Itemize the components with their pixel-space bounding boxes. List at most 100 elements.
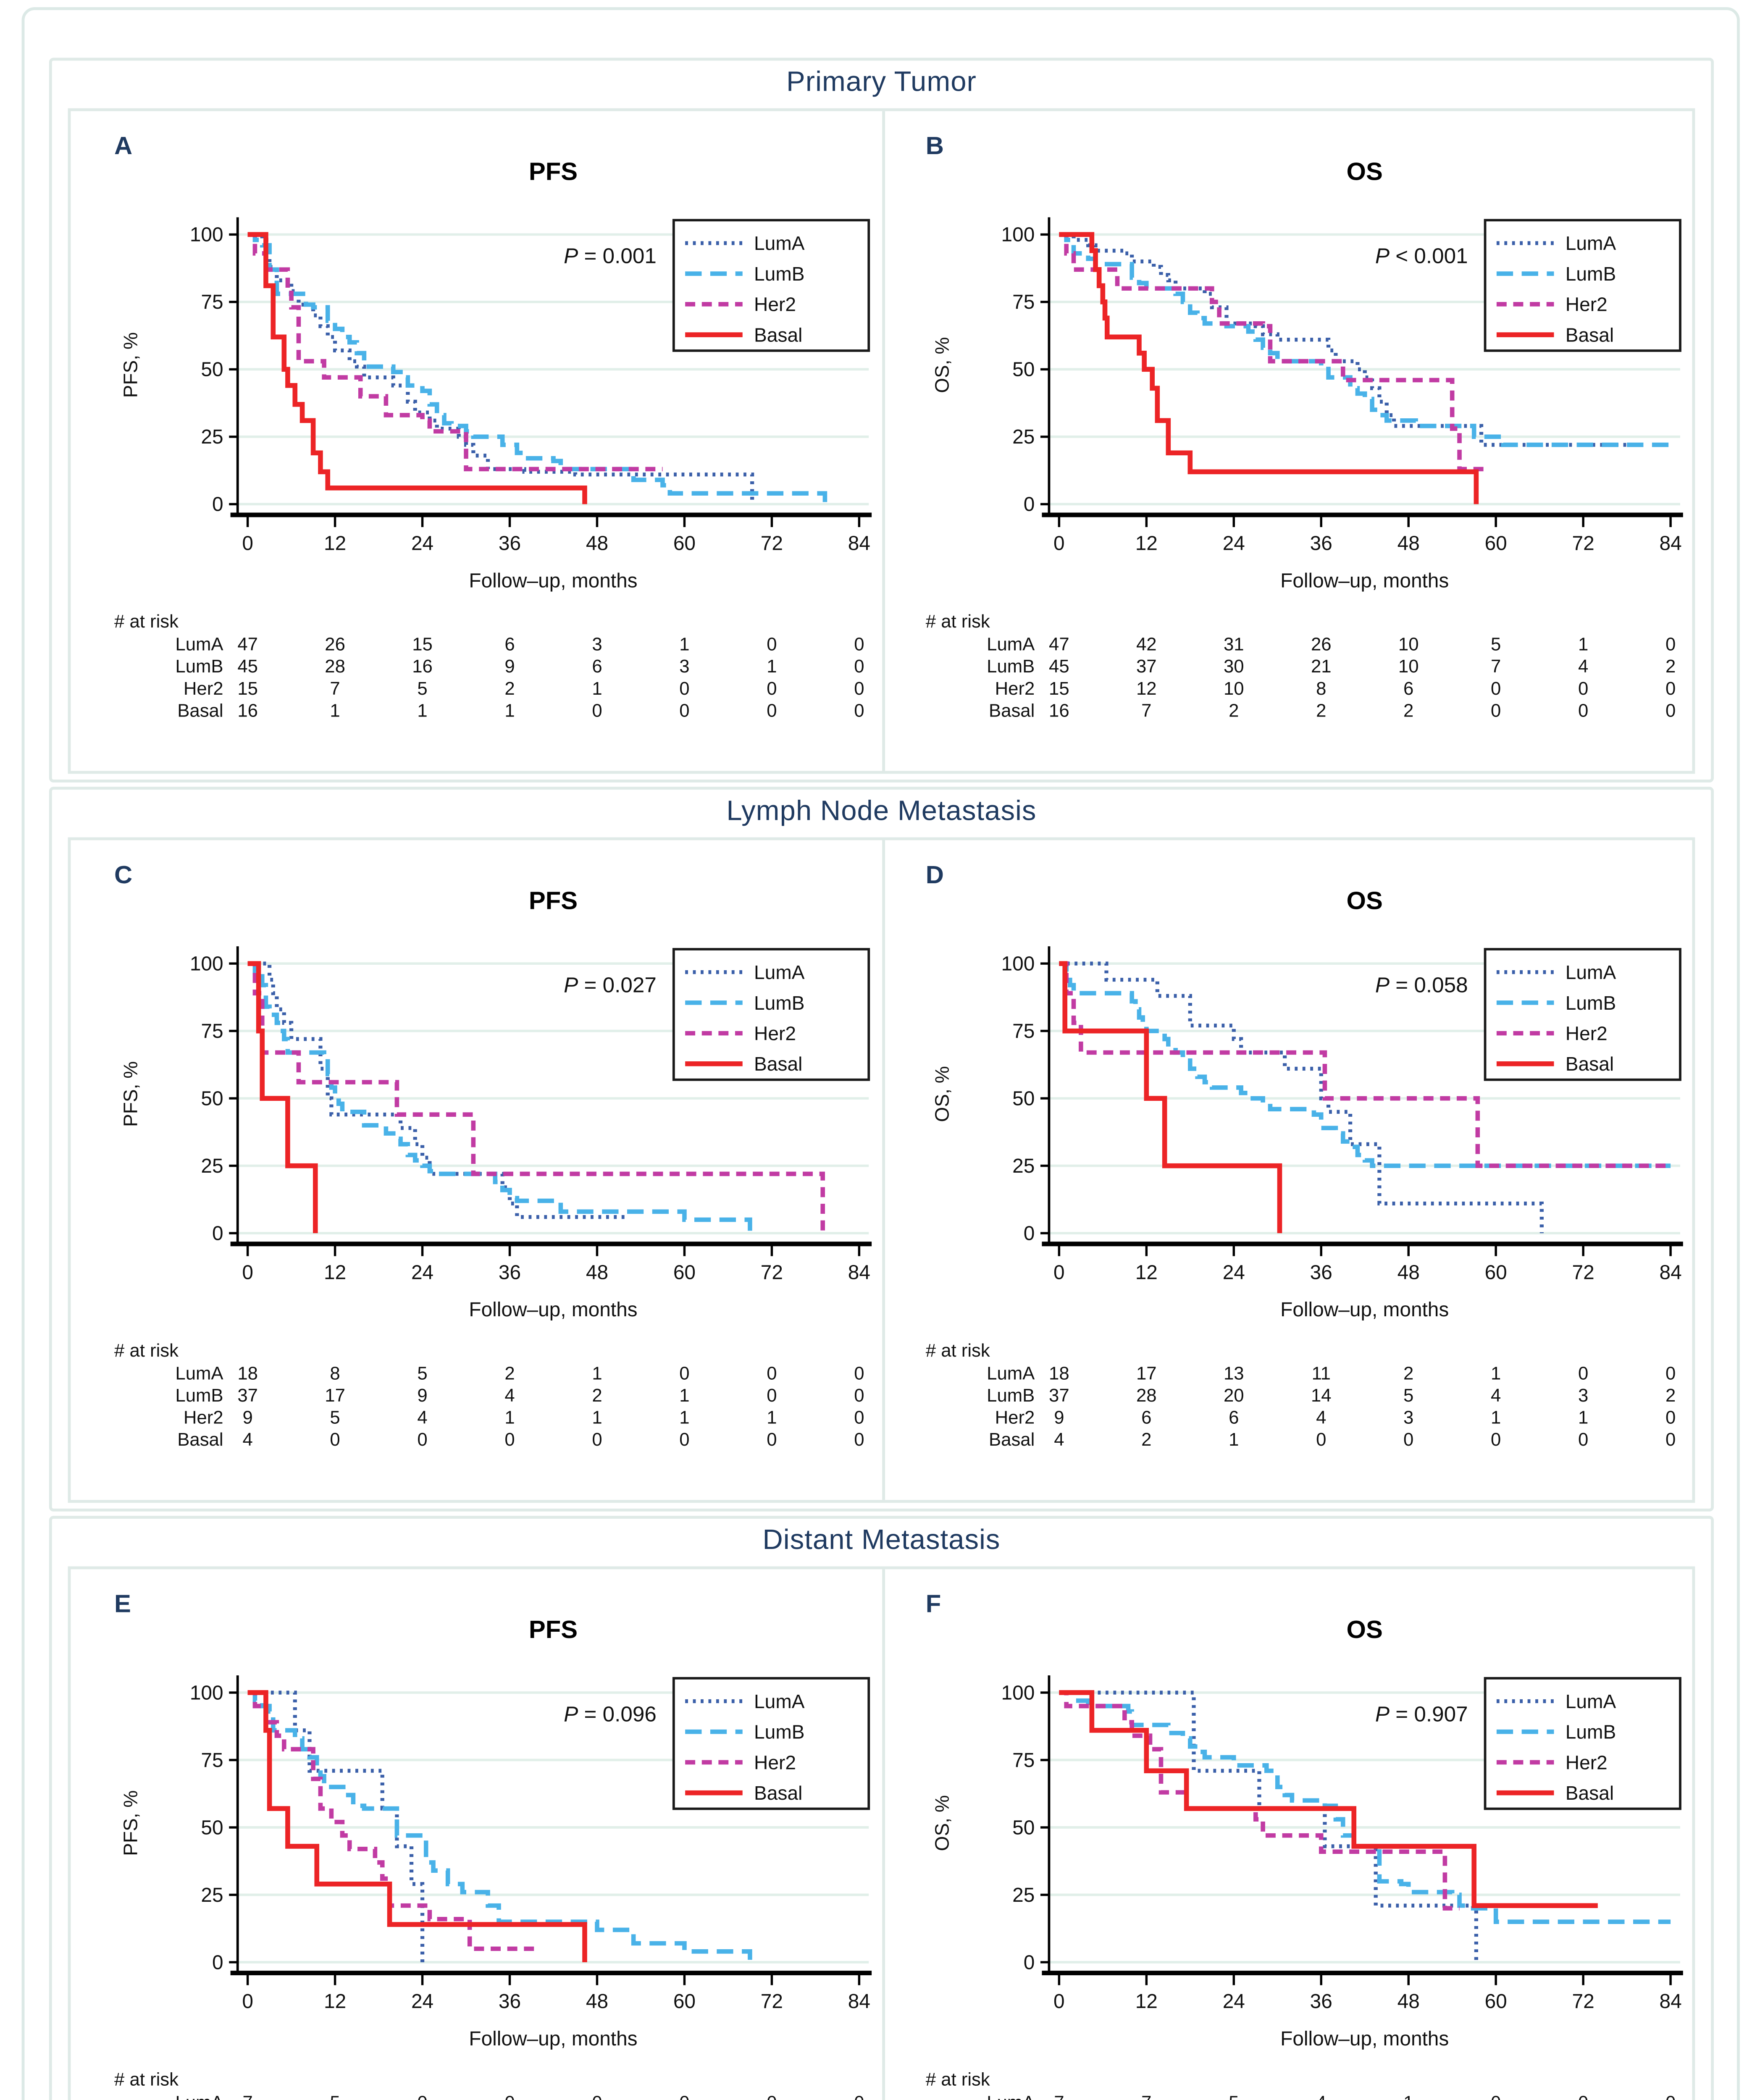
y-tick-label: 0: [1023, 1951, 1034, 1974]
y-tick-label: 25: [201, 1155, 223, 1177]
risk-count: 4: [417, 1407, 427, 1428]
risk-count: 0: [767, 1363, 777, 1383]
x-tick-label: 36: [1309, 533, 1332, 555]
chart-title: PFS: [529, 158, 578, 186]
panel-divider: [881, 111, 885, 771]
risk-count: 0: [854, 656, 864, 677]
legend-label-luma: LumA: [1565, 232, 1616, 254]
panel-letter: D: [925, 861, 943, 889]
x-tick-label: 84: [1659, 1261, 1681, 1284]
risk-table-header: # at risk: [114, 1340, 179, 1361]
risk-count: 47: [237, 634, 258, 655]
x-tick-label: 24: [1222, 1261, 1244, 1284]
x-tick-label: 48: [1397, 533, 1419, 555]
risk-count: 9: [417, 1385, 427, 1406]
legend: LumA LumB Her2 Basal: [1483, 948, 1681, 1081]
risk-count: 0: [592, 700, 602, 721]
km-curves: [247, 232, 827, 504]
y-tick-label: 50: [1011, 359, 1034, 381]
legend-label-luma: LumA: [1565, 1690, 1616, 1712]
y-tick-label: 25: [1011, 1884, 1034, 1906]
risk-count: 1: [504, 700, 515, 721]
risk-count: 5: [417, 1363, 427, 1383]
x-tick-label: 60: [673, 1261, 696, 1284]
legend-label-her2: Her2: [754, 294, 796, 315]
risk-count: 15: [412, 634, 433, 655]
chart-title: OS: [1346, 886, 1382, 914]
x-tick-label: 72: [1571, 1261, 1594, 1284]
section-charts-box: A PFS 0 25 50 75 100 PFS, % 0 12 24 36 48 60 72 84 Follo…: [68, 108, 1695, 774]
risk-count: 3: [679, 656, 689, 677]
risk-table-header: # at risk: [925, 611, 989, 632]
x-axis-label: Follow–up, months: [1279, 570, 1448, 592]
p-value: P = 0.058: [1374, 973, 1467, 997]
x-tick-label: 0: [242, 1261, 253, 1284]
x-axis-label: Follow–up, months: [469, 570, 637, 592]
risk-count: 1: [767, 656, 777, 677]
y-axis-label: OS, %: [930, 1795, 952, 1851]
legend-label-lumb: LumB: [1565, 992, 1615, 1014]
risk-count: 0: [1665, 678, 1675, 699]
legend: LumA LumB Her2 Basal: [672, 948, 870, 1081]
risk-count: 1: [767, 1407, 777, 1428]
risk-count: 1: [592, 1407, 602, 1428]
risk-count: 0: [679, 700, 689, 721]
panel-letter: F: [925, 1590, 940, 1618]
risk-count: 1: [592, 678, 602, 699]
risk-count: 3: [1403, 1407, 1413, 1428]
y-tick-label: 75: [201, 291, 223, 313]
risk-count: 0: [1577, 678, 1587, 699]
risk-count: 1: [1403, 2092, 1413, 2100]
risk-table-header: # at risk: [114, 2069, 179, 2090]
risk-count: 2: [1140, 1429, 1151, 1450]
legend-label-lumb: LumB: [754, 263, 804, 285]
km-curve-basal: [247, 961, 318, 1234]
x-tick-label: 72: [1571, 533, 1594, 555]
risk-count: 37: [1048, 1385, 1069, 1406]
p-value: P = 0.096: [564, 1702, 657, 1726]
legend-label-basal: Basal: [1565, 1053, 1613, 1075]
risk-count: 0: [504, 2092, 515, 2100]
x-tick-label: 60: [673, 1990, 696, 2013]
risk-count: 4: [242, 1429, 252, 1450]
risk-count: 1: [1228, 1429, 1238, 1450]
x-tick-label: 60: [1484, 1261, 1506, 1284]
x-tick-label: 0: [242, 533, 253, 555]
p-value: P = 0.027: [564, 973, 657, 997]
panel-e-pfs: E PFS 0 25 50 75 100 PFS, % 0 12 24 36 48 60 72 84 Follo…: [71, 1569, 881, 2100]
y-tick-label: 0: [212, 494, 223, 516]
risk-count: 1: [1490, 1363, 1500, 1383]
y-tick-label: 0: [212, 1223, 223, 1245]
legend-box: [672, 948, 870, 1081]
risk-count: 6: [1403, 678, 1413, 699]
risk-row-label: LumA: [175, 2092, 223, 2100]
y-tick-label: 100: [190, 953, 223, 975]
section-lymph-node-metastasis: Lymph Node Metastasis C PFS 0 25 50 75 100 PFS,…: [49, 787, 1714, 1512]
section-title: Lymph Node Metastasis: [726, 795, 1037, 827]
risk-count: 1: [504, 1407, 515, 1428]
risk-count: 26: [325, 634, 345, 655]
km-curves: [247, 1690, 752, 1962]
km-curve-her2: [247, 1690, 539, 1951]
legend: LumA LumB Her2 Basal: [672, 1677, 870, 1810]
km-curve-basal: [247, 232, 587, 504]
km-curves: [1058, 232, 1670, 504]
risk-count: 15: [237, 678, 258, 699]
legend-label-basal: Basal: [754, 1782, 802, 1804]
risk-count: 0: [854, 2092, 864, 2100]
risk-count: 4: [504, 1385, 515, 1406]
risk-count: 7: [1490, 656, 1500, 677]
y-tick-label: 100: [190, 1682, 223, 1704]
km-curve-lumb: [1058, 961, 1670, 1168]
risk-count: 0: [767, 2092, 777, 2100]
y-tick-label: 75: [201, 1749, 223, 1772]
risk-row-label: Her2: [994, 1407, 1034, 1428]
risk-count: 16: [237, 700, 258, 721]
